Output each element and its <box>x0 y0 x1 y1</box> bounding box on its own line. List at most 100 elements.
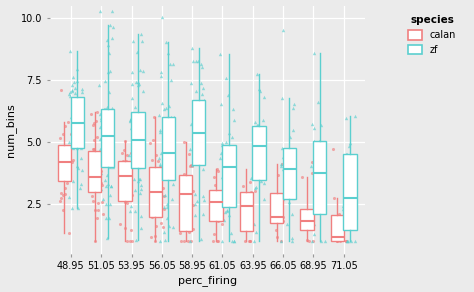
Point <box>137 32 145 36</box>
Point <box>227 230 235 235</box>
Point <box>155 177 162 182</box>
Point <box>140 89 147 94</box>
Point <box>277 239 284 244</box>
Point <box>209 239 217 244</box>
Point <box>199 166 207 171</box>
Point <box>69 74 76 79</box>
Point <box>107 184 115 189</box>
Point <box>310 51 318 56</box>
Point <box>77 132 84 137</box>
Point <box>197 236 205 241</box>
Point <box>133 155 140 160</box>
Point <box>72 117 79 121</box>
Point <box>169 225 176 230</box>
Point <box>131 208 138 213</box>
Point <box>156 239 164 244</box>
Point <box>320 168 328 172</box>
Point <box>220 218 228 222</box>
Point <box>162 39 170 44</box>
Point <box>135 82 142 87</box>
Point <box>164 202 171 207</box>
Point <box>128 117 135 122</box>
Point <box>250 222 258 226</box>
Point <box>285 199 292 204</box>
PathPatch shape <box>131 112 145 168</box>
Point <box>89 147 97 152</box>
Point <box>290 127 297 132</box>
Point <box>155 156 163 160</box>
Point <box>158 101 165 106</box>
PathPatch shape <box>301 209 314 230</box>
Point <box>230 239 237 244</box>
Point <box>342 239 350 244</box>
Point <box>221 170 229 174</box>
Point <box>123 201 130 206</box>
Point <box>64 150 71 154</box>
Point <box>167 170 175 175</box>
PathPatch shape <box>88 151 101 192</box>
Point <box>239 209 246 213</box>
Point <box>75 127 83 132</box>
Point <box>339 207 346 211</box>
Point <box>184 239 192 244</box>
Point <box>195 152 202 156</box>
Point <box>315 192 323 197</box>
Point <box>57 199 64 203</box>
PathPatch shape <box>179 175 192 231</box>
Point <box>258 179 265 184</box>
Point <box>259 129 266 133</box>
Point <box>163 173 170 178</box>
Point <box>170 114 178 119</box>
Point <box>91 175 99 180</box>
Point <box>306 217 314 222</box>
Point <box>331 195 338 200</box>
Point <box>109 36 116 40</box>
Point <box>247 175 255 180</box>
Point <box>91 121 98 125</box>
Point <box>95 171 103 176</box>
Point <box>92 119 100 124</box>
Point <box>87 112 95 117</box>
Point <box>99 197 107 202</box>
Point <box>129 38 137 43</box>
Point <box>228 239 236 243</box>
Point <box>256 144 264 149</box>
Point <box>261 160 268 165</box>
Point <box>78 144 86 148</box>
Point <box>218 204 226 209</box>
Point <box>138 152 146 157</box>
Point <box>140 112 147 116</box>
Point <box>90 147 98 152</box>
Point <box>187 80 195 85</box>
Point <box>156 162 164 166</box>
Point <box>184 181 192 186</box>
Point <box>217 151 225 155</box>
Point <box>68 143 76 148</box>
Point <box>64 120 72 125</box>
Point <box>109 110 117 114</box>
Point <box>128 165 135 170</box>
Point <box>187 122 195 127</box>
Point <box>163 215 170 220</box>
Point <box>137 226 145 231</box>
Point <box>279 215 287 219</box>
Point <box>107 69 114 74</box>
Point <box>74 98 82 103</box>
Point <box>308 239 316 244</box>
Point <box>135 132 142 136</box>
Point <box>337 239 344 244</box>
Point <box>168 129 176 134</box>
Point <box>165 119 173 124</box>
Point <box>68 83 75 88</box>
Point <box>191 116 199 121</box>
Point <box>191 150 198 155</box>
Point <box>150 114 158 119</box>
Point <box>220 159 228 164</box>
Point <box>96 137 104 141</box>
Point <box>66 164 73 169</box>
Point <box>93 215 100 220</box>
Point <box>218 222 226 227</box>
Point <box>191 212 199 217</box>
Point <box>97 187 104 192</box>
Point <box>160 194 167 199</box>
